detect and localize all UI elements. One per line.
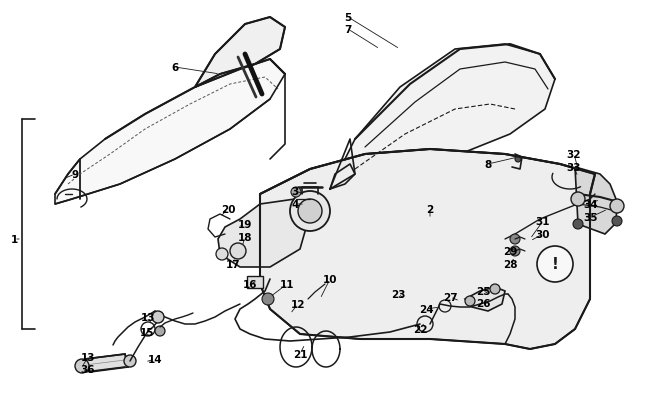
- Polygon shape: [195, 18, 285, 88]
- Text: 25: 25: [476, 286, 490, 296]
- Circle shape: [490, 284, 500, 294]
- Polygon shape: [260, 149, 595, 349]
- Circle shape: [262, 293, 274, 305]
- Text: 6: 6: [172, 63, 179, 73]
- Circle shape: [230, 243, 246, 259]
- Text: 30: 30: [536, 230, 551, 239]
- Text: 36: 36: [81, 364, 96, 374]
- Circle shape: [298, 200, 322, 224]
- Text: 31: 31: [536, 216, 551, 226]
- Circle shape: [465, 296, 475, 306]
- Text: 20: 20: [221, 205, 235, 215]
- Circle shape: [155, 326, 165, 336]
- Text: 28: 28: [502, 259, 517, 269]
- Circle shape: [510, 246, 520, 256]
- Circle shape: [571, 192, 585, 207]
- Polygon shape: [55, 60, 285, 205]
- Text: 17: 17: [226, 259, 240, 269]
- Text: 11: 11: [280, 279, 294, 289]
- Circle shape: [291, 188, 301, 198]
- Circle shape: [290, 192, 330, 231]
- Text: 22: 22: [413, 324, 427, 334]
- FancyBboxPatch shape: [247, 276, 263, 288]
- Circle shape: [612, 216, 622, 226]
- Text: 18: 18: [238, 232, 252, 243]
- Text: 14: 14: [148, 354, 162, 364]
- Text: 4: 4: [291, 200, 299, 209]
- Circle shape: [537, 246, 573, 282]
- Text: !: !: [552, 257, 558, 272]
- Text: 3: 3: [291, 187, 298, 196]
- Circle shape: [216, 248, 228, 260]
- Circle shape: [515, 157, 521, 162]
- Polygon shape: [85, 354, 128, 372]
- Text: 32: 32: [567, 149, 581, 160]
- Text: 29: 29: [503, 246, 517, 256]
- Text: 15: 15: [140, 327, 154, 337]
- Circle shape: [124, 355, 136, 367]
- Polygon shape: [218, 200, 310, 267]
- Text: 12: 12: [291, 299, 306, 309]
- Circle shape: [510, 234, 520, 244]
- Text: 16: 16: [242, 279, 257, 289]
- Text: 13: 13: [81, 352, 96, 362]
- Text: 8: 8: [484, 160, 491, 170]
- Text: 2: 2: [426, 205, 434, 215]
- Circle shape: [75, 359, 89, 373]
- Text: 34: 34: [584, 200, 598, 209]
- Text: 13: 13: [141, 312, 155, 322]
- Text: 9: 9: [72, 170, 79, 179]
- Text: 35: 35: [584, 213, 598, 222]
- Polygon shape: [465, 287, 505, 311]
- Polygon shape: [330, 45, 555, 190]
- Text: 7: 7: [344, 25, 352, 35]
- Text: 26: 26: [476, 298, 490, 308]
- Text: 23: 23: [391, 289, 405, 299]
- Circle shape: [152, 311, 164, 323]
- Text: 21: 21: [292, 349, 307, 359]
- Circle shape: [573, 220, 583, 230]
- Text: 5: 5: [344, 13, 352, 23]
- Circle shape: [610, 200, 624, 213]
- Text: 1: 1: [10, 234, 18, 244]
- Text: 33: 33: [567, 162, 581, 173]
- Text: 10: 10: [323, 274, 337, 284]
- Text: 19: 19: [238, 220, 252, 230]
- Text: 27: 27: [443, 292, 458, 302]
- Polygon shape: [575, 168, 618, 234]
- Text: 24: 24: [419, 304, 434, 314]
